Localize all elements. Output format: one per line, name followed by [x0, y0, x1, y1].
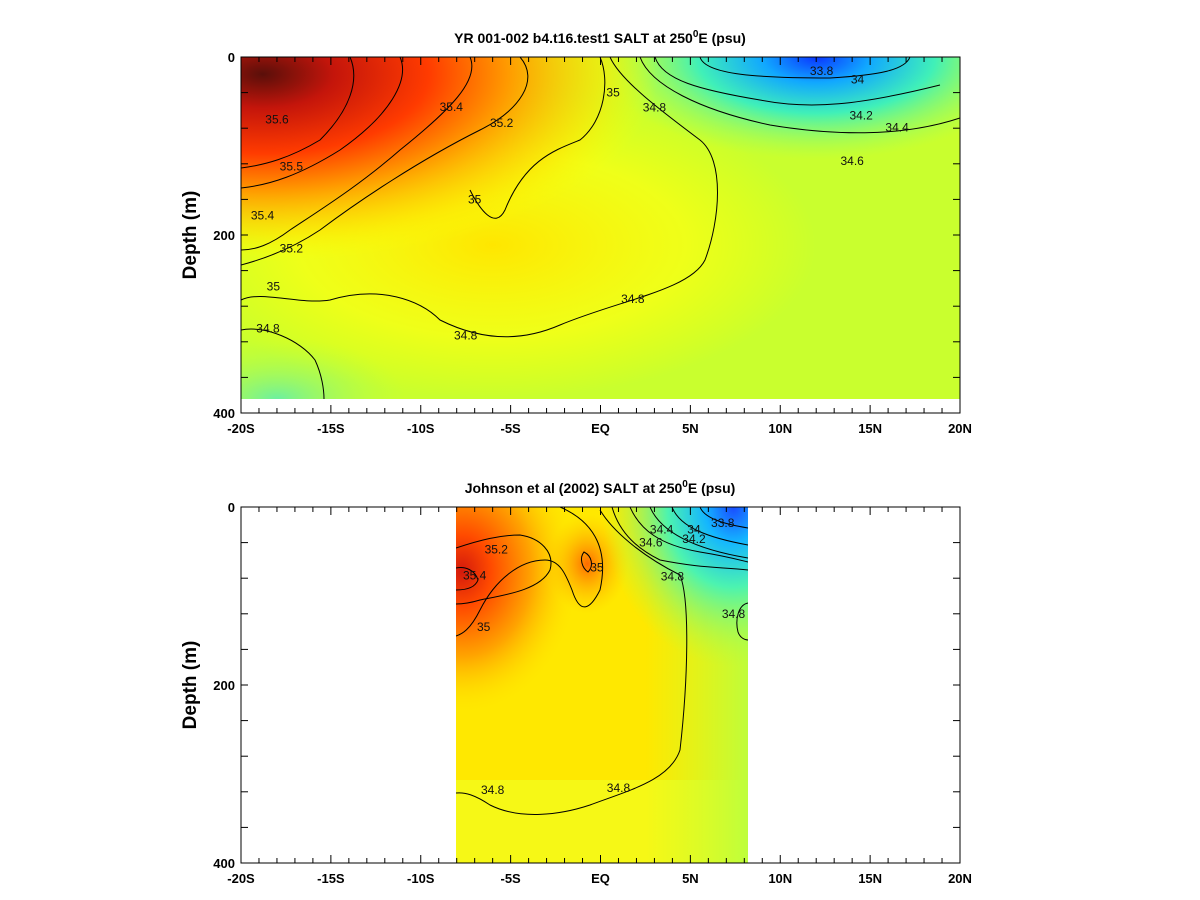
panel-1-axes: -20S -15S -10S -5S EQ 5N 10N 15N 20N 0 200 400 [213, 50, 972, 436]
x-tick-label: -15S [317, 421, 345, 436]
panel-1-contour-lines [241, 57, 960, 399]
panel-2-contour-lines [456, 507, 748, 815]
contour-label: 33.8 [711, 516, 735, 530]
x-tick-label: -15S [317, 871, 345, 886]
contour-label: 35 [606, 86, 620, 100]
contour-label: 35 [468, 192, 482, 206]
x-tick-label: 10N [768, 421, 792, 436]
panel-2-y-ticks: 0 200 400 [213, 500, 960, 871]
contour-label: 34.8 [256, 321, 280, 335]
contour-label: 34 [851, 72, 865, 86]
y-tick-label: 200 [213, 678, 235, 693]
y-tick-label: 0 [228, 500, 235, 515]
contour-label: 34.8 [454, 329, 478, 343]
contour-label: 35 [477, 620, 491, 634]
panel-2-title: Johnson et al (2002) SALT at 2500E (psu) [465, 479, 736, 496]
y-tick-label: 200 [213, 228, 235, 243]
x-tick-label: -20S [227, 871, 255, 886]
panel-1-x-ticks: -20S -15S -10S -5S EQ 5N 10N 15N 20N [227, 57, 972, 436]
contour-label: 35.5 [280, 159, 304, 173]
x-tick-label: -10S [407, 871, 435, 886]
panel-2-x-ticks: -20S -15S -10S -5S EQ 5N 10N 15N 20N [227, 507, 972, 886]
panel-2-y-axis-label: Depth (m) [180, 641, 201, 730]
contour-label: 35.4 [440, 100, 464, 114]
x-tick-label: 15N [858, 871, 882, 886]
contour-label: 35.4 [251, 208, 275, 222]
x-tick-label: -20S [227, 421, 255, 436]
contour-label: 34.8 [643, 101, 667, 115]
contour-label: 34.6 [639, 536, 663, 550]
contour-label: 34.6 [840, 154, 864, 168]
contour-label: 34.4 [885, 120, 909, 134]
panel-1-contour-labels: 33.8 34 34.2 34.4 34.6 34.8 35 35.2 35.4 35.6 35.5… [251, 64, 909, 342]
panel-1-title: YR 001-002 b4.t16.test1 SALT at 2500E (p… [454, 29, 746, 46]
x-tick-label: -5S [501, 421, 522, 436]
x-tick-label: 10N [768, 871, 792, 886]
x-tick-label: 20N [948, 421, 972, 436]
contour-label: 34.8 [661, 569, 685, 583]
panel-1-y-axis-label: Depth (m) [180, 191, 201, 280]
panel-1-y-ticks: 0 200 400 [213, 50, 960, 421]
contour-label: 35.6 [265, 112, 289, 126]
contour-label: 34.2 [849, 109, 873, 123]
x-tick-label: EQ [591, 871, 610, 886]
y-tick-label: 400 [213, 856, 235, 871]
panel-observed-salinity: Johnson et al (2002) SALT at 2500E (psu)… [180, 479, 972, 886]
x-tick-label: 20N [948, 871, 972, 886]
contour-label: 35.2 [485, 543, 509, 557]
contour-label: 34.8 [722, 607, 746, 621]
contour-label: 34.8 [621, 292, 645, 306]
panel-2-axes: -20S -15S -10S -5S EQ 5N 10N 15N 20N 0 200 400 [213, 500, 972, 886]
y-tick-label: 400 [213, 406, 235, 421]
contour-label: 35.2 [280, 241, 304, 255]
contour-label: 34.2 [682, 532, 706, 546]
x-tick-label: EQ [591, 421, 610, 436]
contour-label: 35.4 [463, 569, 487, 583]
contour-label: 35.2 [490, 116, 514, 130]
x-tick-label: 15N [858, 421, 882, 436]
panel-model-salinity: YR 001-002 b4.t16.test1 SALT at 2500E (p… [180, 29, 972, 436]
x-tick-label: 5N [682, 421, 699, 436]
contour-label: 35 [267, 280, 281, 294]
contour-label: 34.4 [650, 522, 674, 536]
x-tick-label: -5S [501, 871, 522, 886]
panel-1-color-field [241, 57, 960, 399]
contour-label: 34.8 [607, 781, 631, 795]
contour-label: 34.8 [481, 783, 505, 797]
contour-label: 35 [590, 561, 604, 575]
y-tick-label: 0 [228, 50, 235, 65]
contour-label: 33.8 [810, 64, 834, 78]
x-tick-label: 5N [682, 871, 699, 886]
x-tick-label: -10S [407, 421, 435, 436]
contour-label: 34 [687, 522, 701, 536]
